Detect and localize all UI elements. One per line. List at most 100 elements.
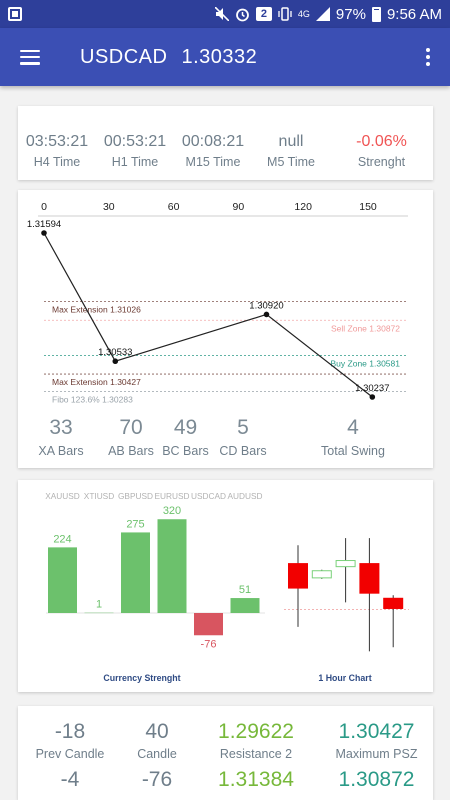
hamburger-menu-icon[interactable]: [20, 49, 40, 65]
timer-2-label: M15 Time: [185, 155, 241, 169]
timer-4-value: -0.06%: [356, 133, 407, 150]
strength-card: XAUUSD XTIUSD GBPUSD EURUSD USDCAD AUDUSD 224 1…: [18, 480, 433, 692]
stat2-1: -76: [122, 768, 192, 792]
bar-counts: 33 XA Bars 70 AB Bars 49 BC Bars 5 CD Bars 4 Tota…: [18, 416, 433, 458]
app-toolbar: USDCAD 1.30332: [0, 28, 450, 86]
timer-0-value: 03:53:21: [25, 133, 89, 150]
network-type: 4G: [297, 9, 310, 19]
bar-count-2: 49 BC Bars: [158, 416, 213, 458]
timer-3-label: M5 Time: [267, 155, 315, 169]
candle-body-0: [288, 563, 308, 589]
stat2-0-value: -4: [60, 768, 80, 791]
stat-0: -18 Prev Candle: [18, 720, 122, 761]
stats-card: -18 Prev Candle 40 Candle 1.29622 Resistance …: [18, 706, 433, 800]
bar-count-4-value: 4: [347, 416, 359, 439]
status-bar: 2 4G 97% 9:56 AM: [0, 0, 450, 28]
candle-body-1: [311, 570, 332, 579]
swing-point-label-1: 1.30533: [98, 347, 132, 358]
bar-count-0: 33 XA Bars: [18, 416, 104, 458]
more-options-icon[interactable]: [426, 48, 430, 66]
candle-body-3: [359, 563, 380, 594]
category-label-5: AUDUSD: [227, 491, 262, 501]
stat2-2: 1.31384: [192, 768, 320, 792]
timer-2-value: 00:08:21: [181, 133, 245, 150]
bar-count-3-value: 5: [237, 416, 249, 439]
currency-strength-chart: XAUUSD XTIUSD GBPUSD EURUSD USDCAD AUDUSD 224 1…: [45, 491, 409, 683]
stat-1: 40 Candle: [122, 720, 192, 761]
candle-chart-title: 1 Hour Chart: [318, 673, 371, 683]
category-label-1: XTIUSD: [84, 491, 114, 501]
stat2-1-value: -76: [141, 768, 173, 791]
bar-count-4-label: Total Swing: [321, 444, 385, 458]
bar-count-0-value: 33: [49, 416, 73, 439]
strength-value-4: -76: [201, 638, 217, 650]
swing-card: 0 30 60 90 120 150 Max Extension 1.31026 Sell Z…: [18, 190, 433, 468]
stat2-0: -4: [18, 768, 122, 792]
bar-count-1-value: 70: [119, 416, 143, 439]
timer-4-label: Strenght: [357, 155, 406, 169]
strength-bar-4: [194, 613, 223, 636]
clock: 9:56 AM: [386, 5, 442, 23]
candle-body-2: [335, 560, 356, 568]
bar-count-2-label: BC Bars: [162, 444, 209, 458]
strength-value-2: 275: [126, 518, 144, 530]
symbol-name: USDCAD: [80, 45, 168, 68]
strength-value-1: 1: [96, 599, 102, 611]
timer-1-label: H1 Time: [111, 155, 159, 169]
stat2-3-value: 1.30872: [338, 768, 415, 791]
vibrate-icon: [278, 7, 292, 21]
swing-point-1: [112, 358, 119, 365]
swing-point-0: [41, 230, 47, 236]
timer-1-value: 00:53:21: [103, 133, 167, 150]
x-tick-4: 120: [294, 201, 312, 213]
level-label-3: Max Extension 1.30427: [52, 377, 141, 387]
symbol-price: 1.30332: [181, 45, 258, 68]
battery-icon: [371, 6, 381, 22]
x-tick-3: 90: [233, 201, 245, 213]
swing-point-label-3: 1.30237: [355, 383, 389, 394]
stat-3-label: Maximum PSZ: [335, 747, 418, 761]
timer-3-value: null: [278, 133, 304, 150]
category-label-2: GBPUSD: [118, 491, 153, 501]
notification-icon: [8, 7, 22, 21]
timers-card: 03:53:21 H4 Time 00:53:21 H1 Time 00:08:21 M1…: [18, 106, 433, 180]
strength-bar-3: [157, 519, 187, 613]
x-tick-5: 150: [359, 201, 377, 213]
stat-0-label: Prev Candle: [35, 747, 105, 761]
category-label-3: EURUSD: [154, 491, 189, 501]
swing-point-3: [369, 394, 376, 400]
stat2-3: 1.30872: [320, 768, 433, 792]
swing-point-label-0: 1.31594: [27, 219, 61, 230]
bar-count-4: 4 Total Swing: [273, 416, 433, 458]
strength-value-5: 51: [239, 584, 251, 596]
timer-4: -0.06% Strenght: [330, 133, 433, 169]
mute-icon: [214, 7, 229, 21]
swing-chart: 0 30 60 90 120 150 Max Extension 1.31026 Sell Z…: [27, 201, 408, 404]
strength-chart-title: Currency Strenght: [103, 673, 180, 683]
strength-bar-2: [121, 532, 150, 613]
swing-point-label-2: 1.30920: [249, 300, 283, 311]
stat-1-value: 40: [145, 720, 169, 743]
bar-count-1-label: AB Bars: [108, 444, 154, 458]
timer-0: 03:53:21 H4 Time: [18, 133, 96, 169]
timer-3: null M5 Time: [252, 133, 330, 169]
stat-0-value: -18: [54, 720, 86, 743]
strength-value-0: 224: [53, 533, 71, 545]
level-label-4: Fibo 123.6% 1.30283: [52, 394, 133, 404]
signal-icon: [315, 7, 330, 21]
level-label-0: Max Extension 1.31026: [52, 305, 141, 315]
stat-2-label: Resistance 2: [219, 747, 293, 761]
category-label-0: XAUUSD: [45, 491, 80, 501]
stat-1-label: Candle: [137, 747, 177, 761]
sim-badge-icon: 2: [255, 7, 272, 21]
stat-3-value: 1.30427: [338, 720, 415, 743]
strength-value-3: 320: [163, 505, 181, 517]
bar-count-3-label: CD Bars: [219, 444, 267, 458]
bar-count-0-label: XA Bars: [38, 444, 84, 458]
strength-bar-5: [230, 598, 260, 613]
timer-2: 00:08:21 M15 Time: [174, 133, 252, 169]
bar-count-1: 70 AB Bars: [104, 416, 158, 458]
swing-line: [43, 232, 373, 398]
swing-point-2: [263, 311, 270, 318]
strength-bar-0: [48, 547, 77, 613]
